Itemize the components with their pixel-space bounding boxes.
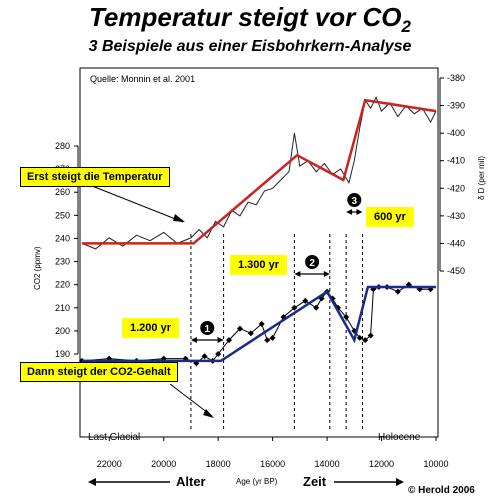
interval-label-3: 600 yr [366, 207, 414, 227]
title-subscript: 2 [401, 17, 411, 37]
source-note: Quelle: Monnin et al. 2001 [90, 74, 195, 84]
co2-point [356, 334, 363, 341]
y-left-tick-label: 220 [55, 280, 70, 290]
callout-arrowhead-co2 [203, 409, 214, 418]
co2-point [226, 337, 233, 344]
x-tick-label: 22000 [97, 459, 122, 469]
co2-trend-line [82, 285, 436, 363]
callout-temperature-first: Erst steigt die Temperatur [20, 167, 170, 187]
copyright: © Herold 2006 [408, 485, 475, 496]
y-right-tick-label: -440 [447, 238, 465, 248]
y-left-tick-label: 240 [55, 233, 70, 243]
x-arrow-right-head [396, 478, 404, 486]
label-holocene: Holocene [378, 432, 421, 443]
co2-point [258, 320, 265, 327]
temperature-line [81, 96, 437, 250]
x-tick-label: 14000 [315, 459, 340, 469]
y-left-title: CO2 (ppmv) [33, 246, 42, 290]
co2-series [79, 281, 434, 367]
marker-arrowhead [217, 337, 224, 343]
y-right-title: δ D (per mil) [477, 156, 486, 200]
x-tick-label: 10000 [423, 459, 448, 469]
y-left-tick-label: 200 [55, 326, 70, 336]
co2-point [302, 297, 309, 304]
callout-pointer-co2 [169, 383, 213, 417]
interval-markers: 1 2 3 [190, 193, 363, 343]
y-left-tick-label: 280 [55, 141, 70, 151]
y-right-tick-label: -410 [447, 156, 465, 166]
plot-frame [79, 67, 439, 438]
interval-label-2: 1.300 yr [230, 255, 287, 275]
co2-point [291, 304, 298, 311]
x-axis-title: Age (yr BP) [236, 477, 278, 486]
x-tick-label: 12000 [369, 459, 394, 469]
co2-point [201, 353, 208, 360]
y-left-tick-label: 230 [55, 257, 70, 267]
marker-arrowhead [190, 337, 197, 343]
label-last-glacial: Last Glacial [88, 432, 140, 443]
y-right-tick-label: -400 [447, 128, 465, 138]
callout-arrowhead-temp [173, 214, 185, 222]
x-arrow-left-head [88, 478, 96, 486]
marker-number-badge [200, 321, 215, 335]
trend-lines [82, 98, 437, 363]
interval-label-1: 1.200 yr [122, 318, 179, 338]
co2-point [236, 325, 243, 332]
y-left-tick-label: 210 [55, 303, 70, 313]
y-right-tick-label: -450 [447, 266, 465, 276]
co2-point [362, 337, 369, 344]
period-dash-lines [190, 234, 363, 432]
y-right-tick-label: -380 [447, 73, 465, 83]
x-tick-label: 16000 [260, 459, 285, 469]
co2-point [343, 314, 350, 321]
co2-point [269, 334, 276, 341]
marker-number-badge [305, 255, 320, 269]
title-text: Temperatur steigt vor CO [88, 2, 402, 32]
co2-point [215, 351, 222, 357]
y-left-tick-label: 190 [55, 349, 70, 359]
co2-point [313, 304, 320, 311]
marker-arrowhead [294, 271, 301, 277]
marker-number: 2 [309, 258, 315, 269]
page-title: Temperatur steigt vor CO2 [0, 2, 500, 37]
marker-number: 3 [352, 196, 358, 207]
marker-arrowhead [356, 209, 363, 215]
temperature-trend-line [82, 98, 437, 245]
marker-arrowhead [346, 209, 353, 215]
co2-point [247, 330, 254, 337]
temperature-series [81, 96, 437, 250]
y-left-tick-label: 250 [55, 210, 70, 220]
co2-point [367, 332, 374, 339]
x-arrow-left-label: Alter [176, 474, 206, 489]
marker-number-badge [347, 193, 362, 207]
y-left-tick-label: 260 [55, 187, 70, 197]
x-arrow-right-label: Zeit [303, 474, 327, 489]
callout-co2-after: Dann steigt der CO2-Gehalt [20, 362, 178, 382]
page-subtitle: 3 Beispiele aus einer Eisbohrkern-Analys… [88, 38, 412, 55]
x-tick-label: 20000 [151, 459, 176, 469]
y-right-tick-label: -390 [447, 101, 465, 111]
co2-point [394, 288, 401, 295]
x-tick-label: 18000 [206, 459, 231, 469]
y-right-tick-label: -420 [447, 183, 465, 193]
marker-number: 1 [204, 324, 210, 335]
y-right-tick-label: -430 [447, 211, 465, 221]
co2-point [264, 337, 271, 344]
marker-arrowhead [323, 271, 330, 277]
